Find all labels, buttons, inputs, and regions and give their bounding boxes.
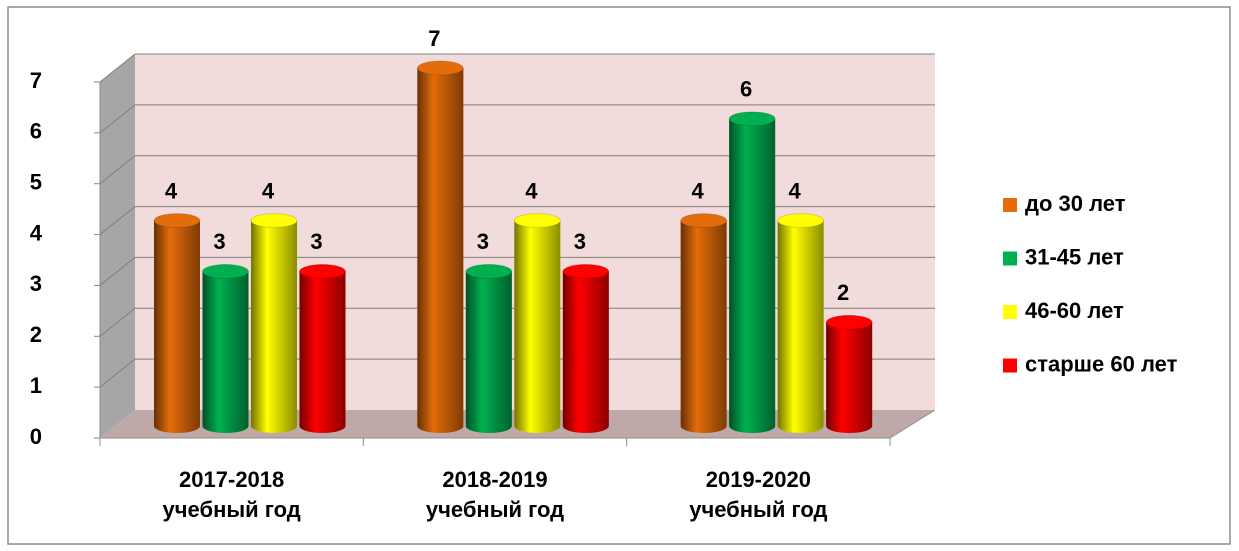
- cylinder-top: [777, 213, 825, 229]
- data-label: 3: [574, 229, 586, 254]
- legend-label: старше 60 лет: [1025, 351, 1178, 376]
- cylinder: [250, 213, 298, 433]
- floor-edge: [889, 409, 936, 439]
- data-label: 7: [428, 26, 440, 51]
- cylinder-top: [465, 263, 513, 279]
- x-tick-label: 2018-2019 учебный год: [425, 467, 565, 522]
- cylinder: [153, 213, 201, 433]
- cylinder: [202, 263, 249, 434]
- data-label: 6: [740, 77, 752, 102]
- cylinder: [825, 314, 873, 434]
- cylinder-top: [562, 263, 610, 279]
- legend-swatch: [1003, 358, 1017, 373]
- cylinder: [299, 263, 346, 434]
- data-label: 4: [692, 178, 705, 203]
- grid-line-side: [99, 104, 136, 134]
- y-tick-label: 3: [30, 271, 42, 296]
- cylinder-shade: [299, 271, 346, 434]
- cylinder-top: [250, 213, 298, 229]
- cylinder-shade: [251, 220, 297, 433]
- cylinder-shade: [680, 220, 727, 434]
- cylinder-top: [513, 213, 561, 229]
- data-label: 4: [789, 178, 802, 203]
- x-tick-label: 2019-2020 учебный год: [689, 467, 828, 522]
- cylinder: [562, 263, 610, 434]
- cylinder: [777, 213, 825, 434]
- cylinder-shade: [417, 68, 464, 434]
- cylinder-shade: [514, 220, 561, 434]
- y-tick-label: 5: [30, 170, 42, 195]
- cylinder-shade: [729, 118, 776, 434]
- cylinder-shade: [562, 271, 609, 434]
- data-label: 4: [525, 178, 538, 203]
- legend-label: до 30 лет: [1025, 191, 1126, 216]
- cylinder-top: [728, 111, 776, 127]
- legend-label: 31-45 лет: [1025, 244, 1124, 269]
- data-label: 3: [310, 229, 322, 254]
- x-tick-label: 2017-2018 учебный год: [162, 467, 301, 522]
- cylinder-top: [825, 314, 873, 330]
- data-label: 3: [477, 229, 489, 254]
- y-tick-label: 4: [30, 220, 43, 245]
- side-wall: [100, 54, 135, 438]
- legend-swatch: [1003, 198, 1017, 212]
- grid-line-side: [99, 155, 136, 185]
- cylinder-shade: [777, 220, 824, 434]
- y-tick-label: 2: [30, 322, 42, 347]
- grid-line-side: [99, 206, 136, 235]
- y-tick-label: 7: [30, 68, 42, 93]
- cylinder-shade: [465, 271, 512, 434]
- grid-line-side: [99, 53, 136, 83]
- legend-swatch: [1003, 251, 1017, 266]
- cylinder-shade: [826, 322, 873, 434]
- y-tick-label: 6: [30, 119, 42, 144]
- cylinder-top: [416, 60, 464, 76]
- cylinder: [680, 213, 728, 434]
- grid-line-side: [99, 358, 136, 388]
- cylinder-shade: [202, 271, 249, 434]
- cylinder-top: [680, 213, 728, 229]
- cylinder: [728, 111, 776, 434]
- cylinder-shade: [154, 220, 200, 433]
- cylinder: [416, 60, 464, 434]
- cylinder-top: [153, 213, 201, 229]
- data-label: 3: [213, 229, 225, 254]
- grid-line-side: [99, 257, 136, 286]
- cylinder: [465, 263, 513, 434]
- legend-swatch: [1003, 305, 1017, 319]
- y-tick-label: 0: [30, 424, 42, 449]
- data-label: 4: [165, 178, 178, 203]
- grid-line-side: [99, 307, 136, 337]
- data-label: 4: [262, 178, 275, 203]
- cylinder-top: [202, 263, 249, 279]
- cylinder-top: [299, 263, 346, 279]
- y-tick-label: 1: [30, 373, 42, 398]
- cylinder: [513, 213, 561, 434]
- data-label: 2: [837, 280, 849, 305]
- legend-label: 46-60 лет: [1025, 298, 1124, 323]
